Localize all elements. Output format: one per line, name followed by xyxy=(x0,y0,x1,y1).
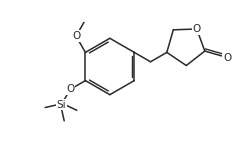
Text: O: O xyxy=(223,52,232,63)
Text: O: O xyxy=(72,31,80,41)
Text: Si: Si xyxy=(56,100,66,110)
Text: methoxy: methoxy xyxy=(81,18,88,19)
Text: O: O xyxy=(66,84,74,94)
Text: O: O xyxy=(193,24,201,34)
